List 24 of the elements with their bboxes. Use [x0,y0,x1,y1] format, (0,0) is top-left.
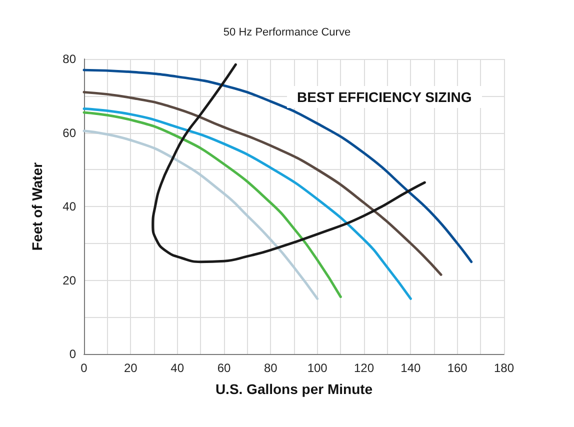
line-series [82,130,319,300]
line-series [82,68,473,264]
chart-title: 50 Hz Performance Curve [223,26,351,38]
x-tick-label: 0 [80,361,88,375]
x-tick-label: 140 [400,361,421,375]
x-tick-label: 180 [494,361,514,375]
line-series [82,111,342,298]
line-series [152,63,426,264]
y-tick-label: 20 [62,273,76,288]
x-tick-label: 40 [170,361,184,375]
x-axis-title: U.S. Gallons per Minute [215,381,373,397]
x-tick-label: 60 [217,361,231,375]
x-tick-label: 120 [354,361,374,375]
y-axis-title: Feet of Water [29,162,45,251]
x-tick-label: 80 [264,361,278,375]
y-tick-label: 0 [69,347,76,361]
x-tick-label: 20 [124,361,138,375]
line-series [82,108,412,300]
annotation: BEST EFFICIENCY SIZING [296,89,472,105]
x-tick-label: 160 [447,361,468,375]
y-tick-label: 60 [62,126,76,140]
y-tick-label: 80 [62,52,76,66]
y-tick-label: 40 [62,200,76,214]
x-tick-label: 100 [307,361,328,375]
